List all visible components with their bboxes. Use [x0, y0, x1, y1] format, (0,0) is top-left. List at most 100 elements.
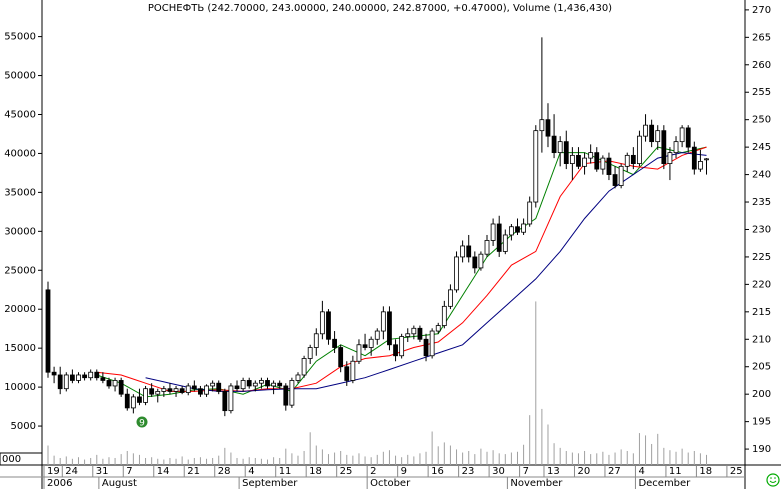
candle-body — [45, 289, 51, 373]
volume-bar — [273, 457, 275, 465]
candle-body — [387, 311, 392, 346]
x-tick-label: 18 — [309, 466, 322, 477]
candle-body — [106, 380, 112, 387]
candle-body — [76, 374, 81, 381]
volume-bar — [651, 443, 653, 465]
candle-body — [685, 127, 691, 148]
volume-bar — [468, 450, 470, 465]
y2-tick-label: 215 — [752, 307, 771, 318]
candle-body — [600, 157, 606, 170]
x-tick-label: 28 — [218, 466, 231, 477]
candle-body — [350, 360, 356, 381]
y2-tick-label: 200 — [752, 389, 771, 400]
volume-bar — [65, 456, 67, 465]
volume-bar — [388, 450, 390, 465]
volume-bar — [553, 443, 555, 465]
candle-body — [423, 338, 429, 357]
candle-body — [679, 127, 685, 143]
y-tick-label: 10000 — [4, 382, 36, 393]
volume-bar — [90, 457, 92, 465]
candle-body — [435, 325, 441, 332]
x-tick-label: 23 — [462, 466, 475, 477]
x-tick-label: 4 — [248, 466, 254, 477]
month-label: August — [102, 478, 137, 489]
volume-bar — [340, 450, 342, 465]
candle-body — [51, 371, 57, 376]
candle-body — [265, 380, 270, 387]
candle-body — [124, 393, 130, 409]
candle-body — [149, 388, 155, 395]
candle-body — [326, 311, 331, 340]
volume-bar — [59, 457, 61, 465]
x-tick-label: 31 — [96, 466, 109, 477]
volume-bar — [480, 448, 482, 465]
smiley — [766, 473, 780, 487]
signal-marker — [136, 416, 148, 428]
candle-body — [612, 174, 618, 186]
candle-body — [661, 130, 667, 165]
candle-body — [649, 124, 655, 143]
volume-bar — [376, 454, 378, 465]
candle-body — [637, 135, 642, 165]
candle-body — [441, 305, 447, 326]
candle-body — [63, 374, 69, 390]
volume-bar — [145, 457, 147, 465]
candle-body — [88, 371, 94, 379]
volume-bar — [47, 445, 49, 465]
candle-body — [673, 141, 679, 154]
candle-body — [332, 338, 337, 348]
volume-bar — [309, 432, 311, 465]
candle-body — [704, 158, 709, 161]
candle-body — [484, 240, 490, 255]
x-tick-label: 24 — [65, 466, 78, 477]
volume-bar — [510, 452, 512, 465]
volume-bar — [181, 456, 183, 465]
volume-bar — [71, 458, 73, 465]
candle-body — [502, 234, 508, 252]
candle-body — [521, 223, 526, 233]
volume-bar — [193, 457, 195, 465]
candle-body — [100, 377, 106, 381]
x-tick-label: 2 — [370, 466, 376, 477]
volume-bar — [706, 454, 708, 465]
candle-body — [588, 152, 594, 159]
candle-body — [380, 311, 386, 332]
candle-body — [643, 124, 648, 137]
candle-body — [173, 388, 179, 392]
candle-body — [429, 330, 435, 357]
volume-bar — [102, 458, 104, 465]
candle-body — [399, 336, 405, 357]
candle-body — [307, 347, 313, 359]
volume-bar — [163, 459, 165, 465]
candle-body — [454, 256, 459, 291]
volume-bar — [218, 455, 220, 465]
volume-bar — [681, 448, 683, 465]
volume-bar — [632, 453, 634, 465]
volume-bar — [443, 442, 445, 465]
candle-body — [277, 382, 283, 387]
candle-body — [569, 154, 575, 165]
signal-label: 9 — [139, 419, 145, 429]
volume-bar — [108, 457, 110, 465]
candle-body — [319, 311, 325, 335]
candle-body — [295, 374, 301, 381]
unit-box — [0, 452, 43, 466]
volume-bar — [187, 459, 189, 465]
volume-bar — [169, 457, 171, 465]
candle-body — [283, 385, 289, 406]
candle-body — [137, 396, 142, 403]
volume-bar — [96, 454, 98, 465]
y-tick-label: 35000 — [4, 187, 36, 198]
y2-tick-label: 270 — [752, 5, 771, 16]
month-label: September — [242, 478, 298, 489]
volume-bar — [297, 455, 299, 465]
volume-bar — [157, 458, 159, 465]
volume-bar — [315, 445, 317, 465]
volume-bar — [425, 451, 427, 465]
x-tick-label: 4 — [638, 466, 644, 477]
y-tick-label: 5000 — [11, 421, 36, 432]
candle-body — [582, 157, 587, 167]
volume-bar — [516, 451, 518, 465]
